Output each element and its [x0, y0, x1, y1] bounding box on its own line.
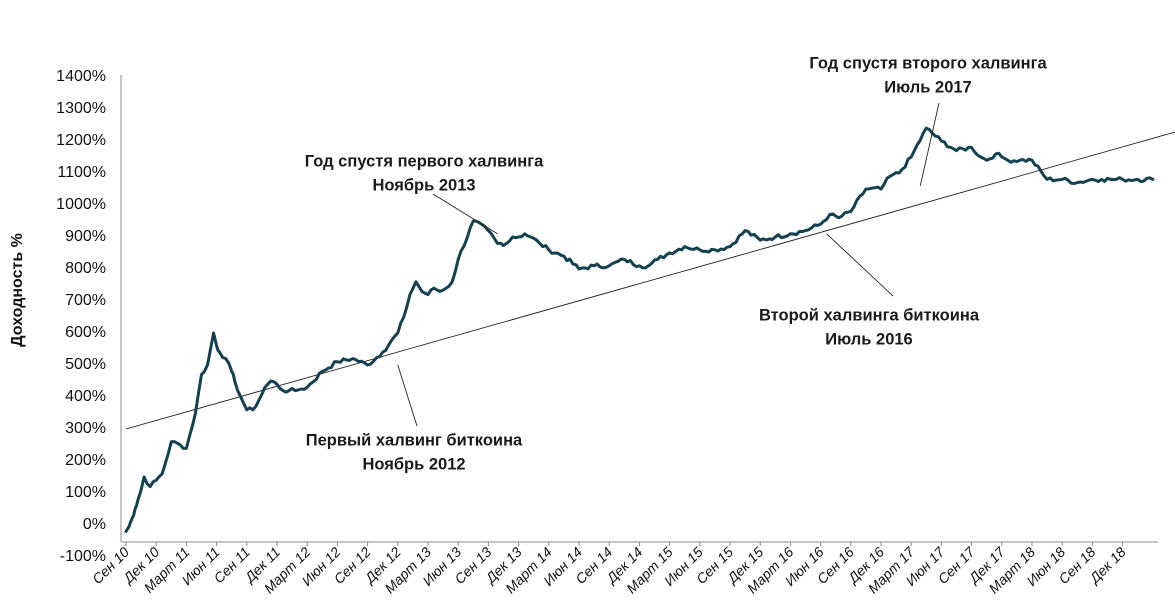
trendline: [125, 131, 1175, 430]
annotation-label: Июль 2016: [825, 330, 912, 348]
y-tick-label: 900%: [65, 228, 106, 245]
y-tick-label: 400%: [65, 388, 106, 405]
y-tick-label: 700%: [65, 292, 106, 309]
annotations: Первый халвинг биткоина Ноябрь 2012 Год сп…: [305, 54, 1048, 473]
annotation-leader-line: [919, 102, 940, 186]
annotation: Год спустя второго халвинга Июль 2017: [809, 54, 1047, 186]
annotation-label: Год спустя первого халвинга: [305, 152, 544, 170]
annotation-leader-line: [826, 233, 894, 297]
axes: [120, 75, 1158, 543]
annotation-label: Второй халвинга биткоина: [759, 306, 980, 324]
y-tick-label: -100%: [60, 548, 106, 565]
annotation-leader-line: [397, 364, 418, 427]
y-tick-label: 1000%: [56, 196, 106, 213]
annotation-label: Первый халвинг биткоина: [306, 431, 523, 449]
y-tick-labels: -100% 0% 100% 200% 300% 400% 500% 600% 700% 800% 9…: [56, 68, 106, 565]
y-tick-label: 1200%: [56, 132, 106, 149]
y-axis-title: Доходность %: [9, 233, 26, 347]
series-layer: [124, 126, 1155, 533]
y-tick-label: 600%: [65, 324, 106, 341]
annotation: Первый халвинг биткоина Ноябрь 2012: [306, 364, 523, 473]
y-tick-label: 0%: [83, 516, 106, 533]
y-tick-label: 300%: [65, 420, 106, 437]
trendline-layer: [125, 131, 1175, 430]
annotation-label: Ноябрь 2012: [362, 455, 465, 473]
y-tick-label: 1300%: [56, 100, 106, 117]
y-tick-label: 200%: [65, 452, 106, 469]
annotation-label: Год спустя второго халвинга: [809, 54, 1047, 72]
annotation-leader-line: [432, 193, 498, 235]
annotation-label: Июль 2017: [884, 78, 971, 96]
annotation: Второй халвинга биткоина Июль 2016: [759, 233, 980, 348]
annotation-label: Ноябрь 2013: [372, 176, 475, 194]
return-series-line: [124, 126, 1155, 533]
y-tick-label: 1100%: [57, 164, 106, 181]
y-tick-label: 100%: [65, 484, 106, 501]
y-tick-label: 800%: [65, 260, 106, 277]
y-tick-label: 1400%: [56, 68, 106, 85]
y-tick-label: 500%: [65, 356, 106, 373]
annotation: Год спустя первого халвинга Ноябрь 2013: [305, 152, 544, 235]
